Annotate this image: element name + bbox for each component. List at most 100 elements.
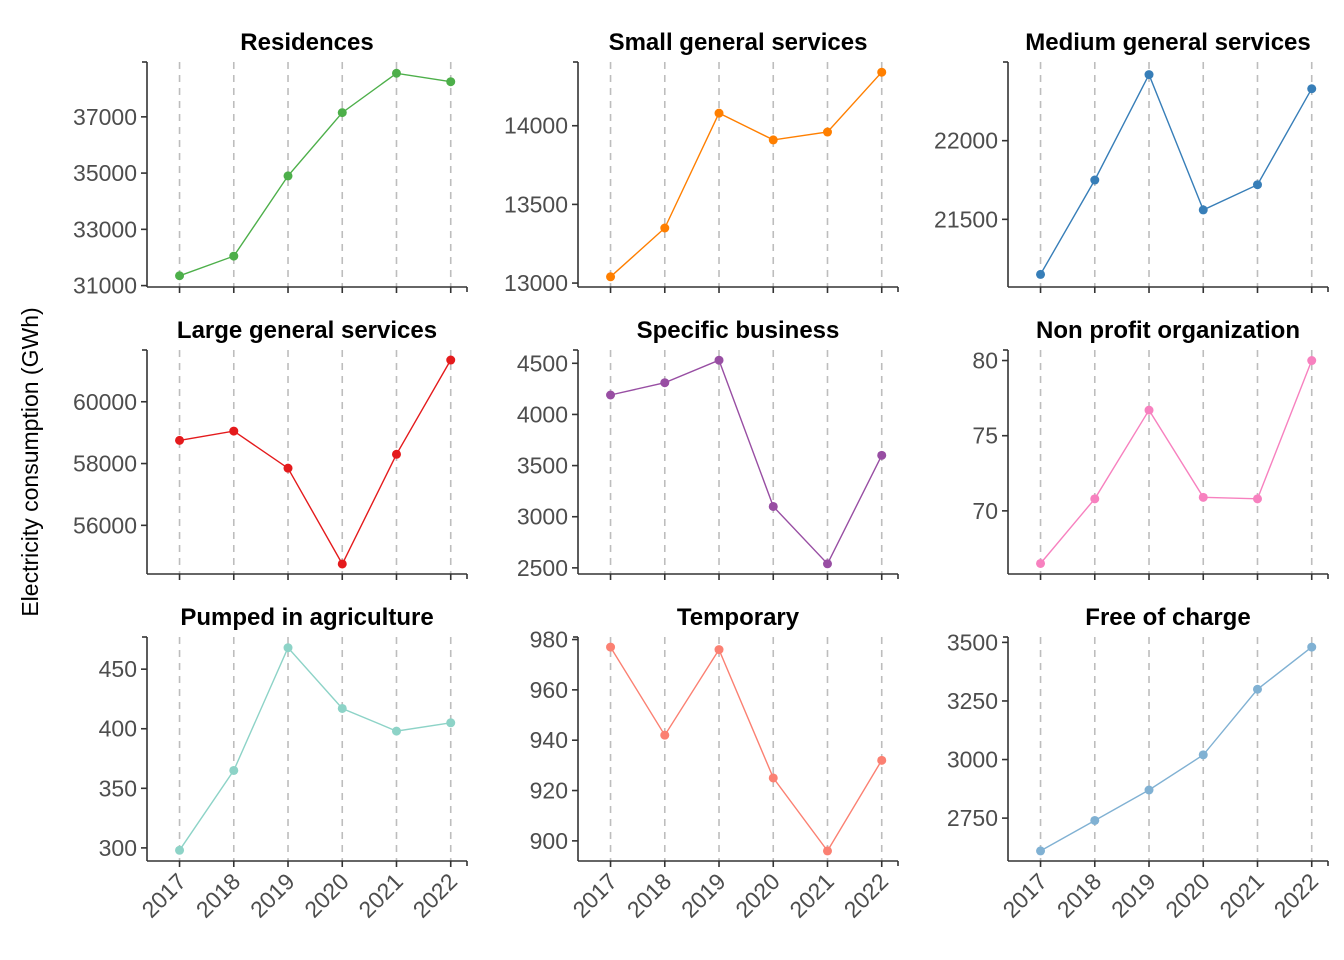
data-point	[391, 68, 401, 78]
series-line	[610, 71, 883, 278]
data-point	[768, 135, 778, 145]
y-tick-label: 80	[972, 348, 998, 374]
data-point	[175, 845, 185, 855]
data-point	[1090, 494, 1100, 504]
panel-7: 900 920 940 960 980 2017 2018 2019 2020 2021 2022 T…	[530, 604, 899, 923]
data-point	[229, 426, 239, 436]
y-tick-label: 33000	[73, 216, 137, 242]
data-point	[714, 645, 724, 655]
data-point	[1252, 180, 1262, 190]
x-tick-label: 2019	[1106, 868, 1161, 923]
y-tick-label: 900	[530, 828, 568, 854]
y-tick-label: 960	[530, 677, 568, 703]
series-line	[610, 359, 883, 566]
y-tick-label: 940	[530, 727, 568, 753]
y-tick-label: 70	[972, 498, 998, 524]
y-tick-label: 13500	[504, 191, 568, 217]
y-tick-label: 3000	[947, 747, 998, 773]
data-point	[1198, 205, 1208, 215]
data-point	[1307, 356, 1317, 366]
panel-title: Pumped in agriculture	[180, 604, 433, 631]
data-point	[1198, 492, 1208, 502]
y-tick-label: 14000	[504, 113, 568, 139]
x-tick-label: 2019	[245, 868, 300, 923]
data-point	[714, 108, 724, 118]
data-point	[1307, 642, 1317, 652]
data-point	[606, 390, 616, 400]
data-point	[337, 559, 347, 569]
y-tick-label: 4000	[517, 401, 568, 427]
x-tick-label: 2020	[730, 868, 785, 923]
x-tick-label: 2018	[622, 868, 677, 923]
y-tick-label: 37000	[73, 104, 137, 130]
x-tick-label: 2017	[137, 868, 192, 923]
x-tick-label: 2020	[299, 868, 354, 923]
x-tick-label: 2018	[1052, 868, 1107, 923]
series-line	[1039, 72, 1313, 275]
x-tick-label: 2022	[408, 868, 463, 923]
data-point	[229, 251, 239, 261]
y-tick-label: 22000	[934, 128, 998, 154]
x-tick-label: 2017	[998, 868, 1053, 923]
data-point	[877, 755, 887, 765]
y-tick-label: 56000	[73, 512, 137, 538]
y-tick-label: 2750	[947, 805, 998, 831]
x-tick-label: 2018	[191, 868, 246, 923]
x-tick-label: 2022	[1269, 868, 1324, 923]
data-point	[175, 435, 185, 445]
panel-3: 56000 58000 60000 Large general services	[73, 317, 468, 580]
data-point	[1090, 815, 1100, 825]
data-point	[606, 642, 616, 652]
x-tick-label: 2021	[353, 868, 408, 923]
panel-5: 70 75 80 Non profit organization	[972, 317, 1329, 580]
series-line	[178, 646, 451, 851]
y-tick-label: 31000	[73, 273, 137, 299]
data-point	[1307, 84, 1317, 94]
panel-title: Residences	[240, 29, 373, 56]
panel-1: 13000 13500 14000 Small general services	[504, 29, 899, 296]
panel-2: 21500 22000 Medium general services	[934, 29, 1329, 293]
x-tick-label: 2021	[1214, 868, 1269, 923]
y-tick-label: 58000	[73, 451, 137, 477]
x-tick-label: 2021	[784, 868, 839, 923]
series-line	[1039, 360, 1313, 564]
panel-title: Small general services	[609, 29, 868, 56]
y-tick-label: 920	[530, 778, 568, 804]
data-point	[1252, 684, 1262, 694]
y-tick-label: 3000	[517, 504, 568, 530]
series-line	[1040, 646, 1313, 852]
data-point	[1036, 269, 1046, 279]
data-point	[446, 77, 456, 87]
data-point	[283, 463, 293, 473]
y-tick-label: 350	[99, 775, 137, 801]
panel-title: Medium general services	[1025, 29, 1310, 56]
data-point	[283, 643, 293, 653]
x-tick-label: 2019	[676, 868, 731, 923]
data-point	[1090, 175, 1100, 185]
panel-8: 2750 3000 3250 3500 2017 2018 2019 2020 2021 2022…	[947, 604, 1329, 923]
data-point	[768, 501, 778, 511]
panel-title: Non profit organization	[1036, 317, 1300, 344]
panel-title: Free of charge	[1085, 604, 1250, 631]
y-axis-label: Electricity consumption (GWh)	[17, 307, 43, 616]
panel-0: 31000 33000 35000 37000 Residences	[73, 29, 468, 299]
series-line	[609, 646, 883, 853]
data-point	[714, 355, 724, 365]
y-tick-label: 300	[99, 835, 137, 861]
data-point	[337, 108, 347, 118]
data-point	[877, 450, 887, 460]
data-point	[660, 223, 670, 233]
data-point	[606, 272, 616, 282]
y-tick-label: 400	[99, 716, 137, 742]
x-tick-label: 2020	[1160, 868, 1215, 923]
data-point	[337, 703, 347, 713]
panel-title: Specific business	[637, 317, 840, 344]
data-point	[1144, 405, 1154, 415]
data-point	[1144, 70, 1154, 80]
data-point	[768, 773, 778, 783]
data-point	[446, 355, 456, 365]
y-tick-label: 13000	[504, 270, 568, 296]
data-point	[283, 171, 293, 181]
data-point	[822, 559, 832, 569]
